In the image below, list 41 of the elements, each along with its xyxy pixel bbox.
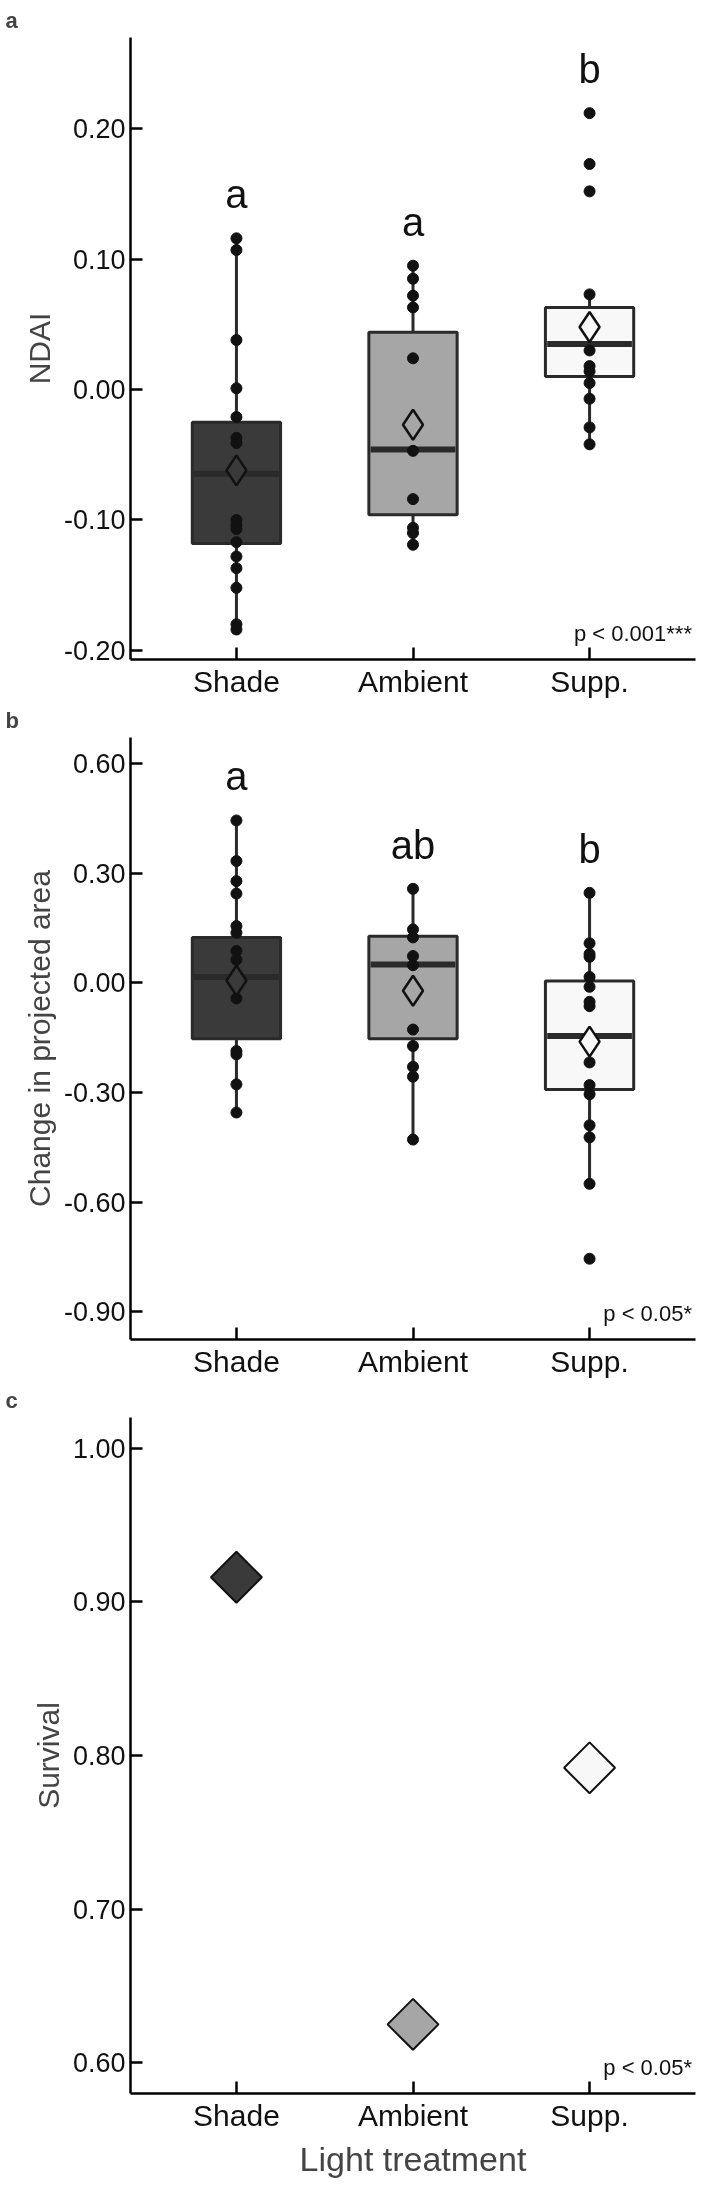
x-tick-label: Supp. (550, 2098, 629, 2132)
x-tick-label: Ambient (357, 664, 469, 698)
y-tick-label: 0.60 (72, 2048, 126, 2079)
x-tick-label: Supp. (550, 664, 629, 698)
annotation: p < 0.001*** (573, 620, 693, 646)
annotation: ab (390, 822, 436, 867)
text: a (5, 7, 19, 33)
y-tick-label: 0.80 (72, 1741, 126, 1771)
x-tick-label: Shade (193, 664, 280, 698)
annotation: a (225, 754, 249, 799)
chart-title: c (5, 1387, 18, 1413)
y-tick-label: 0.00 (72, 968, 126, 999)
y-tick-label: 0.30 (72, 858, 126, 889)
y-tick-label: 0.70 (72, 1894, 126, 1925)
y-axis-title: Change in projected area (22, 869, 56, 1207)
y-tick-label: -0.60 (63, 1187, 126, 1218)
x-tick-label: Ambient (357, 1344, 469, 1378)
y-tick-label: 0.00 (72, 375, 126, 406)
y-tick-label: -0.10 (63, 505, 126, 536)
x-tick-label: Ambient (357, 2098, 469, 2132)
text: a (225, 172, 249, 217)
x-tick-label: Supp. (550, 1344, 629, 1378)
x-tick-label: Shade (193, 2098, 280, 2132)
y-tick-label: 0.10 (72, 244, 126, 275)
y-tick-label: 0.90 (72, 1587, 126, 1618)
y-axis-title: Survival (31, 1702, 65, 1809)
annotation: p < 0.05* (603, 2054, 693, 2080)
y-axis-title: NDAI (22, 312, 56, 385)
annotation: p < 0.05* (603, 1300, 693, 1326)
y-tick-label: 0.60 (72, 748, 126, 779)
x-tick-label: Shade (193, 1344, 280, 1378)
y-tick-label: -0.90 (63, 1297, 126, 1328)
text: b (5, 707, 19, 733)
text: b (578, 826, 601, 871)
y-tick-label: 1.00 (72, 1433, 126, 1464)
y-tick-label: 0.20 (72, 114, 126, 145)
y-tick-label: -0.30 (63, 1077, 126, 1108)
annotation: b (578, 47, 601, 92)
x-axis-title: Light treatment (299, 2139, 527, 2178)
y-tick-label: -0.20 (63, 635, 126, 666)
annotation: a (401, 199, 425, 244)
